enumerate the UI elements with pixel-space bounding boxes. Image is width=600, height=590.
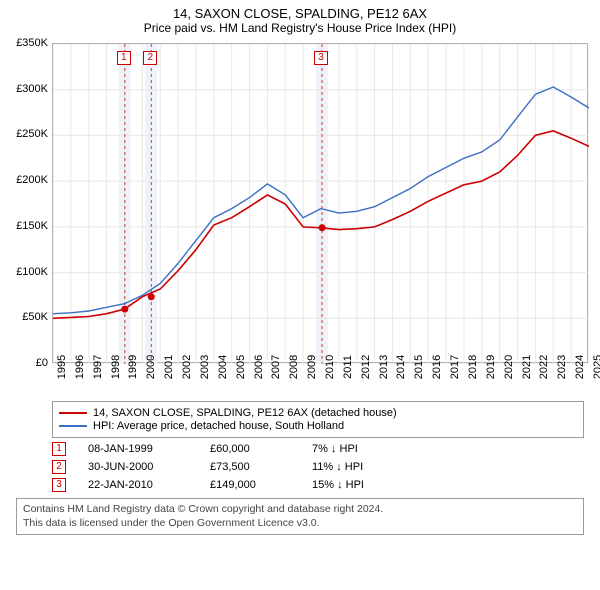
x-axis-tick: 2007 <box>270 355 282 379</box>
transaction-row: 2 30-JUN-2000 £73,500 11% ↓ HPI <box>52 460 584 474</box>
transaction-date: 22-JAN-2010 <box>88 479 188 491</box>
transaction-marker: 2 <box>143 51 157 65</box>
y-axis-tick: £100K <box>16 266 48 278</box>
transaction-row: 1 08-JAN-1999 £60,000 7% ↓ HPI <box>52 442 584 456</box>
legend-label: 14, SAXON CLOSE, SPALDING, PE12 6AX (det… <box>93 407 397 419</box>
x-axis-tick: 2012 <box>360 355 372 379</box>
x-axis-tick: 2003 <box>199 355 211 379</box>
x-axis-tick: 2015 <box>413 355 425 379</box>
y-axis-tick: £350K <box>16 37 48 49</box>
transaction-date: 30-JUN-2000 <box>88 461 188 473</box>
x-axis-tick: 1997 <box>92 355 104 379</box>
x-axis-tick: 2023 <box>556 355 568 379</box>
x-axis-tick: 2020 <box>503 355 515 379</box>
x-axis-tick: 2014 <box>395 355 407 379</box>
x-axis-tick: 2025 <box>592 355 600 379</box>
legend-row: 14, SAXON CLOSE, SPALDING, PE12 6AX (det… <box>59 407 577 419</box>
transaction-price: £149,000 <box>210 479 290 491</box>
y-axis-tick: £50K <box>22 311 48 323</box>
x-axis-tick: 2019 <box>485 355 497 379</box>
x-axis-tick: 2009 <box>306 355 318 379</box>
y-axis-tick: £250K <box>16 128 48 140</box>
y-axis-tick: £200K <box>16 174 48 186</box>
attribution-footer: Contains HM Land Registry data © Crown c… <box>16 498 584 535</box>
page-title: 14, SAXON CLOSE, SPALDING, PE12 6AX <box>4 6 596 21</box>
transaction-row: 3 22-JAN-2010 £149,000 15% ↓ HPI <box>52 478 584 492</box>
price-chart: £0 £50K £100K £150K £200K £250K £300K £350K 199… <box>4 37 596 397</box>
x-axis-tick: 2024 <box>574 355 586 379</box>
x-axis-tick: 1996 <box>74 355 86 379</box>
x-axis-tick: 2005 <box>235 355 247 379</box>
legend-label: HPI: Average price, detached house, Sout… <box>93 420 344 432</box>
page-subtitle: Price paid vs. HM Land Registry's House … <box>4 21 596 35</box>
y-axis-tick: £150K <box>16 220 48 232</box>
legend-swatch <box>59 412 87 414</box>
transaction-delta: 15% ↓ HPI <box>312 479 402 491</box>
x-axis-tick: 2021 <box>521 355 533 379</box>
x-axis-tick: 1995 <box>56 355 68 379</box>
legend: 14, SAXON CLOSE, SPALDING, PE12 6AX (det… <box>52 401 584 438</box>
transaction-price: £73,500 <box>210 461 290 473</box>
transaction-delta: 11% ↓ HPI <box>312 461 402 473</box>
transaction-table: 1 08-JAN-1999 £60,000 7% ↓ HPI 2 30-JUN-2000 £… <box>52 442 584 492</box>
transaction-marker: 1 <box>117 51 131 65</box>
x-axis-tick: 2018 <box>467 355 479 379</box>
transaction-date: 08-JAN-1999 <box>88 443 188 455</box>
legend-row: HPI: Average price, detached house, Sout… <box>59 420 577 432</box>
x-axis-tick: 2016 <box>431 355 443 379</box>
x-axis-tick: 2022 <box>538 355 550 379</box>
x-axis-tick: 2004 <box>217 355 229 379</box>
x-axis-tick: 1999 <box>127 355 139 379</box>
x-axis-tick: 2011 <box>342 355 354 379</box>
x-axis-tick: 2008 <box>288 355 300 379</box>
footer-line: Contains HM Land Registry data © Crown c… <box>23 503 577 517</box>
legend-swatch <box>59 425 87 427</box>
transaction-price: £60,000 <box>210 443 290 455</box>
y-axis-tick: £0 <box>36 357 48 369</box>
transaction-marker: 3 <box>314 51 328 65</box>
transaction-delta: 7% ↓ HPI <box>312 443 402 455</box>
x-axis-tick: 2006 <box>253 355 265 379</box>
transaction-marker-ref: 2 <box>52 460 66 474</box>
x-axis-tick: 2000 <box>145 355 157 379</box>
x-axis-tick: 2010 <box>324 355 336 379</box>
x-axis-tick: 2013 <box>378 355 390 379</box>
x-axis-tick: 1998 <box>110 355 122 379</box>
x-axis-tick: 2002 <box>181 355 193 379</box>
transaction-marker-ref: 1 <box>52 442 66 456</box>
x-axis-tick: 2001 <box>163 355 175 379</box>
x-axis-tick: 2017 <box>449 355 461 379</box>
y-axis-tick: £300K <box>16 83 48 95</box>
plot-area <box>52 43 588 363</box>
footer-line: This data is licensed under the Open Gov… <box>23 517 577 531</box>
transaction-marker-ref: 3 <box>52 478 66 492</box>
